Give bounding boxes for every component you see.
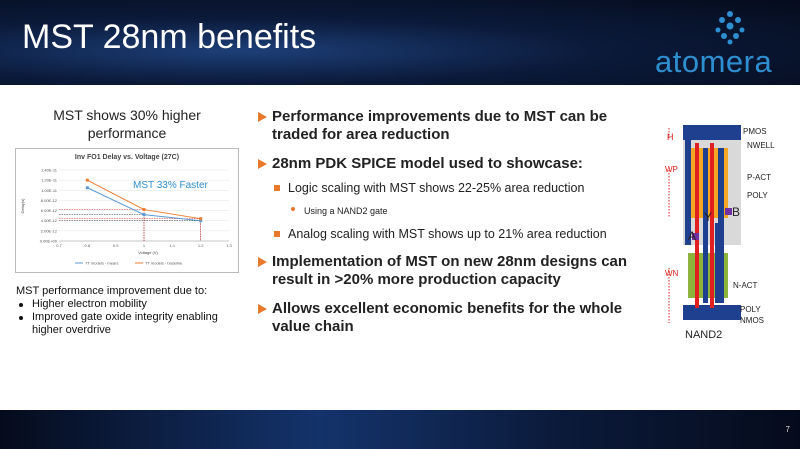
legend-label: TT models - baseline [145, 261, 183, 266]
label-nmos: NMOS [740, 316, 764, 325]
sub-bullet: Analog scaling with MST shows up to 21% … [272, 227, 653, 242]
logo: atomera [655, 44, 773, 79]
marker [199, 217, 203, 221]
label-a: A [688, 229, 696, 243]
label-nact: N-ACT [733, 281, 758, 290]
bullet: Implementation of MST on new 28nm design… [258, 253, 653, 289]
text: Using a NAND2 gate [304, 206, 388, 216]
note-title: MST performance improvement due to: [16, 285, 208, 297]
header: MST 28nm benefits atomera [0, 0, 800, 85]
x-axis-label: Voltage (V) [138, 250, 158, 255]
y-tick-label: 8.00E-12 [41, 198, 58, 203]
nand2-diagram: H WP WN A B Y PMOS NWELL P-ACT POLY N-AC… [665, 125, 775, 341]
bullet: Allows excellent economic benefits for t… [258, 300, 653, 336]
caption: NAND2 [685, 329, 722, 341]
x-tick-label: 0.8 [85, 243, 91, 248]
bullet: Performance improvements due to MST can … [258, 108, 653, 144]
label-wn: WN [665, 269, 679, 278]
text: Analog scaling with MST shows up to 21% … [288, 227, 607, 241]
label-pact: P-ACT [747, 173, 771, 182]
marker [85, 178, 89, 182]
label-h: H [667, 132, 674, 142]
bullet-list: Performance improvements due to MST can … [258, 108, 653, 347]
marker [142, 208, 146, 212]
label-b: B [732, 205, 740, 219]
text: Improved gate oxide integrity enabling h… [32, 311, 218, 336]
text: Implementation of MST on new 28nm design… [272, 253, 628, 288]
metal [715, 223, 724, 303]
sub-sub-bullet: Using a NAND2 gate [288, 204, 653, 219]
bullet: 28nm PDK SPICE model used to showcase: Lo… [258, 155, 653, 242]
y-tick-label: 6.00E-12 [41, 208, 58, 213]
y-tick-label: 1.40E-11 [41, 168, 58, 173]
page-number: 7 [785, 425, 790, 434]
marker [199, 219, 203, 223]
contact [725, 208, 732, 215]
x-tick-label: 0.7 [56, 243, 62, 248]
nmos-rail [683, 305, 741, 320]
label-poly: POLY [747, 191, 768, 200]
y-tick-label: 4.00E-12 [41, 218, 58, 223]
marker [142, 213, 146, 217]
x-tick-label: 1 [143, 243, 146, 248]
text: Logic scaling with MST shows 22-25% area… [288, 181, 585, 195]
metal [718, 148, 724, 223]
x-tick-label: 1.1 [170, 243, 176, 248]
y-tick-label: 2.00E-12 [41, 228, 58, 233]
footer [0, 410, 800, 449]
slide-title: MST 28nm benefits [22, 18, 317, 56]
y-tick-label: 1.20E-11 [41, 178, 58, 183]
y-tick-label: 1.00E-11 [41, 188, 58, 193]
metal [685, 140, 691, 245]
y-axis-label: Delay(s) [20, 198, 25, 214]
pmos-rail [683, 125, 741, 140]
x-tick-label: 1.2 [198, 243, 204, 248]
note-item: Higher electron mobility [19, 298, 246, 311]
poly [710, 143, 714, 308]
contact [692, 233, 699, 240]
metal [703, 148, 708, 303]
logo-icon [715, 11, 745, 45]
label-pmos: PMOS [743, 127, 767, 136]
x-tick-label: 1.3 [226, 243, 232, 248]
label-wp: WP [665, 165, 678, 174]
label-poly: POLY [740, 305, 761, 314]
note-list: Higher electron mobility Improved gate ox… [16, 298, 246, 337]
headline: MST shows 30% higher performance [53, 107, 201, 141]
text: Higher electron mobility [32, 298, 147, 310]
text: Performance improvements due to MST can … [272, 108, 608, 143]
x-tick-label: 0.9 [113, 243, 119, 248]
text: 28nm PDK SPICE model used to showcase: [272, 155, 583, 172]
text: Allows excellent economic benefits for t… [272, 300, 623, 335]
label-nwell: NWELL [747, 141, 775, 150]
annotation: MST 33% Faster [133, 180, 209, 191]
note-item: Improved gate oxide integrity enabling h… [19, 311, 246, 337]
chart: Inv FO1 Delay vs. Voltage (27C) Voltage … [15, 148, 239, 273]
label-y: Y [704, 210, 712, 224]
sub-bullet: Logic scaling with MST shows 22-25% area… [272, 181, 653, 219]
poly [695, 143, 699, 308]
y-tick-label: 0.00E+00 [40, 239, 58, 244]
note: MST performance improvement due to: High… [16, 285, 246, 337]
legend-label: TT models - mears [85, 261, 119, 266]
marker [85, 186, 89, 190]
chart-title: Inv FO1 Delay vs. Voltage (27C) [75, 154, 179, 161]
